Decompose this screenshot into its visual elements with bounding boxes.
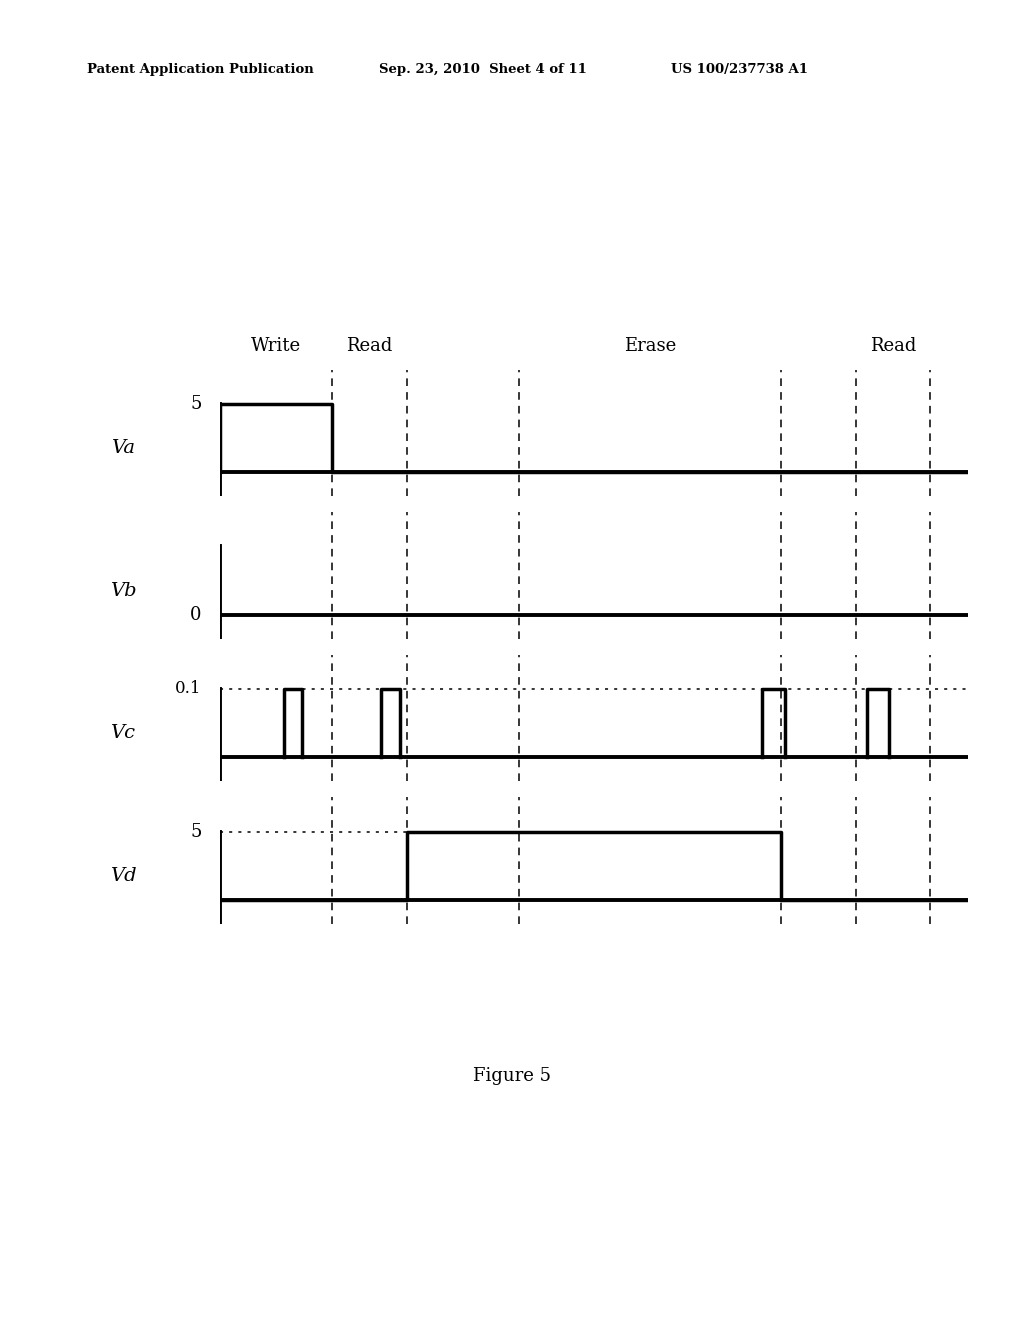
Text: Write: Write xyxy=(251,337,301,355)
Text: Figure 5: Figure 5 xyxy=(473,1067,551,1085)
Text: Erase: Erase xyxy=(624,337,676,355)
Text: Sep. 23, 2010  Sheet 4 of 11: Sep. 23, 2010 Sheet 4 of 11 xyxy=(379,63,587,77)
Text: Vc: Vc xyxy=(111,725,135,742)
Text: US 100/237738 A1: US 100/237738 A1 xyxy=(671,63,808,77)
Text: 5: 5 xyxy=(190,395,202,413)
Text: Read: Read xyxy=(869,337,916,355)
Text: 5: 5 xyxy=(190,822,202,841)
Text: Patent Application Publication: Patent Application Publication xyxy=(87,63,313,77)
Text: Vb: Vb xyxy=(110,582,136,599)
Text: 0.1: 0.1 xyxy=(175,681,202,697)
Text: Vd: Vd xyxy=(110,867,136,884)
Text: Va: Va xyxy=(111,440,135,457)
Text: Read: Read xyxy=(346,337,393,355)
Text: 0: 0 xyxy=(190,606,202,624)
